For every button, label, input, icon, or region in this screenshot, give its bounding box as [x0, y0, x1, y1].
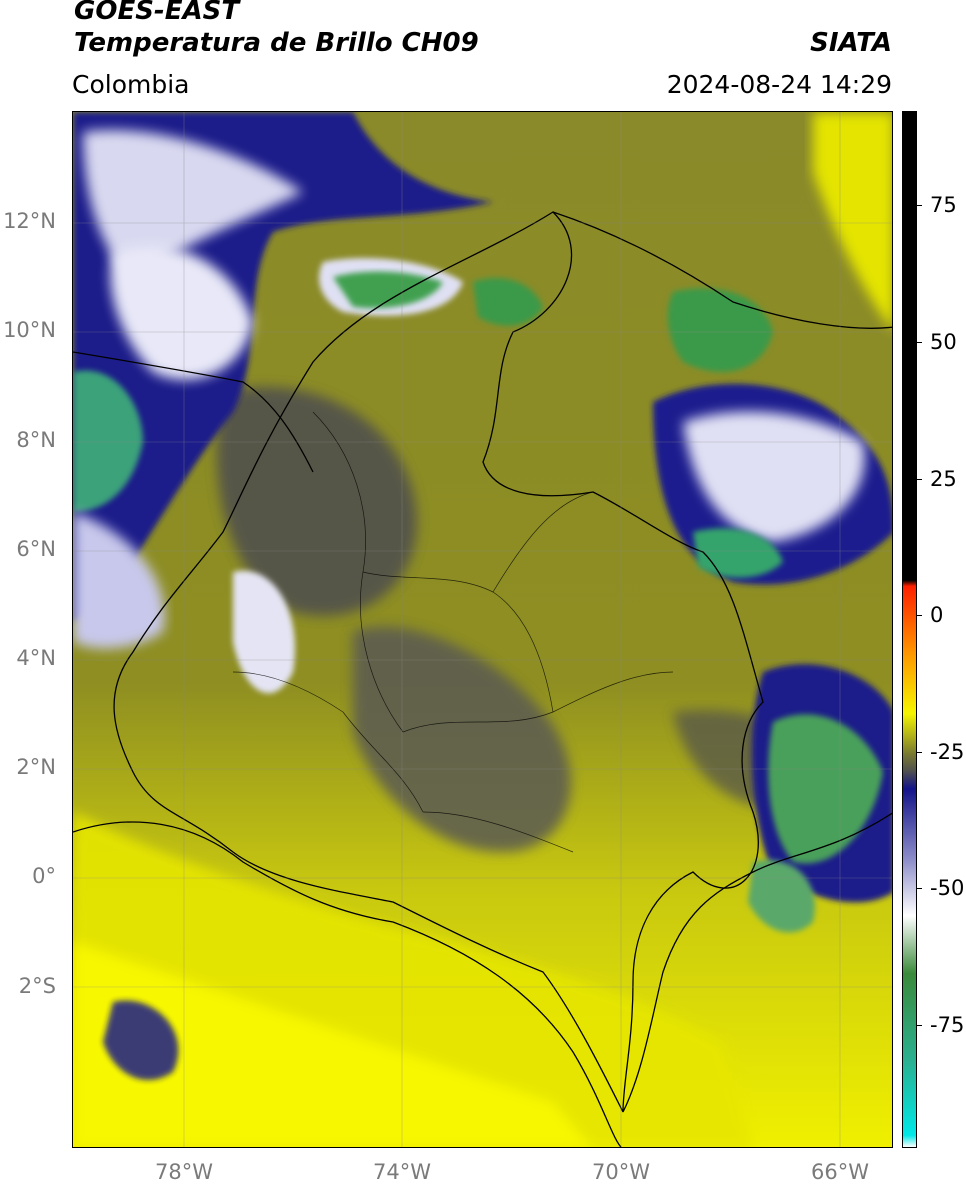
- colorbar-tick-mark: [916, 888, 922, 889]
- country-borders: [73, 211, 892, 1147]
- colorbar-label-75: 75: [930, 193, 957, 217]
- cloud-southwest: [103, 1000, 179, 1081]
- cold-top-guajira: [473, 278, 543, 326]
- gray-zone-central: [353, 626, 571, 852]
- lat-label-2s: 2°S: [18, 974, 56, 998]
- cloud-top-venezuela: [683, 411, 865, 542]
- colorbar-label-neg25: -25: [930, 740, 965, 764]
- venezuela-coast: [552, 211, 892, 329]
- colorbar-label-25: 25: [930, 467, 957, 491]
- colorbar-tick-mark: [916, 342, 922, 343]
- lat-label-0: 0°: [32, 864, 56, 888]
- lat-label-10n: 10°N: [3, 318, 56, 342]
- lat-label-4n: 4°N: [16, 646, 56, 670]
- colorbar-tick-mark: [916, 615, 922, 616]
- cloud-andes-west: [233, 570, 295, 694]
- satellite-map: [72, 111, 893, 1148]
- lon-label-74w: 74°W: [373, 1160, 431, 1184]
- colombia-border: [113, 211, 764, 1113]
- lat-label-2n: 2°N: [16, 755, 56, 779]
- brand-label: SIATA: [810, 28, 892, 58]
- map-image: [73, 112, 892, 1147]
- colorbar-tick-mark: [916, 1025, 922, 1026]
- cold-top-east-1: [667, 288, 773, 372]
- colorbar-label-0: 0: [930, 603, 944, 627]
- colorbar-tick-mark: [916, 205, 922, 206]
- panama-border: [73, 351, 314, 473]
- gray-zone-north: [216, 386, 417, 616]
- warm-northeast-region: [813, 112, 892, 330]
- lon-label-78w: 78°W: [155, 1160, 213, 1184]
- warmest-region: [73, 942, 592, 1147]
- colorbar-tick-mark: [916, 479, 922, 480]
- colorbar: [902, 111, 917, 1148]
- cloud-top-nw-1: [83, 130, 303, 282]
- lat-label-12n: 12°N: [3, 209, 56, 233]
- cold-top-caribbean: [333, 271, 443, 309]
- cold-top-west: [73, 370, 143, 512]
- lon-label-66w: 66°W: [811, 1160, 869, 1184]
- cold-top-venezuela: [693, 528, 783, 578]
- title-product: Temperatura de Brillo CH09: [74, 28, 479, 58]
- colorbar-label-neg50: -50: [930, 876, 965, 900]
- datetime-label: 2024-08-24 14:29: [666, 70, 892, 99]
- cloud-top-nw-2: [110, 245, 253, 380]
- cloud-top-west: [73, 512, 165, 649]
- title-satellite: GOES-EAST: [74, 0, 240, 26]
- lat-label-6n: 6°N: [16, 537, 56, 561]
- colorbar-label-50: 50: [930, 330, 957, 354]
- colorbar-label-neg75: -75: [930, 1013, 965, 1037]
- graticule: [73, 112, 892, 1147]
- peru-brazil-border: [622, 812, 892, 1113]
- lat-label-8n: 8°N: [16, 428, 56, 452]
- lon-label-70w: 70°W: [592, 1160, 650, 1184]
- colorbar-tick-mark: [916, 752, 922, 753]
- ecuador-peru-border: [73, 821, 622, 1147]
- cold-top-amazon-1: [768, 714, 883, 864]
- region-label: Colombia: [72, 70, 190, 99]
